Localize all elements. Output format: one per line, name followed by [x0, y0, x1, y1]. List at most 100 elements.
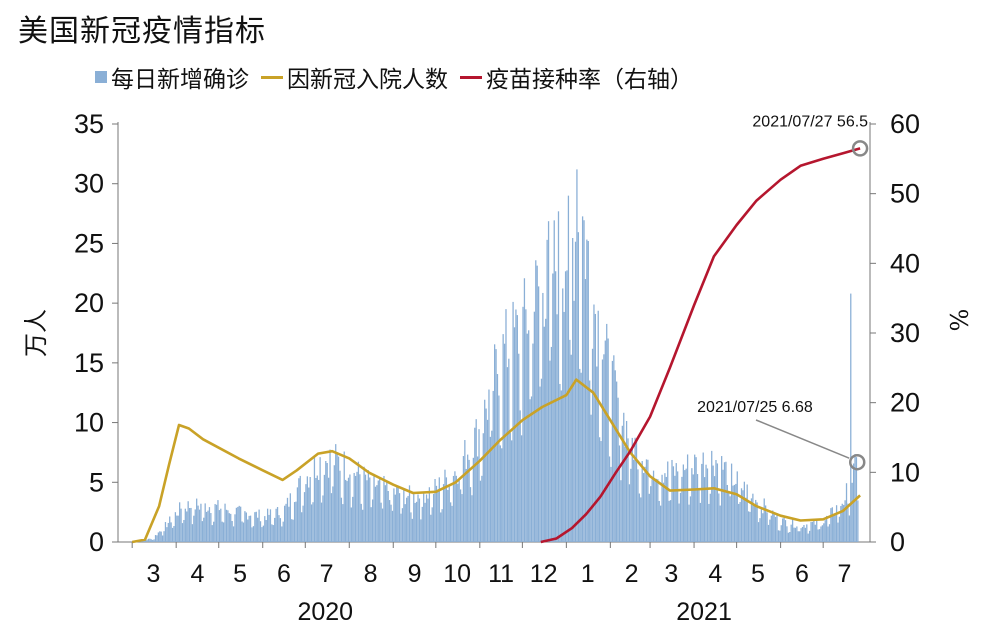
daily-cases-bar	[157, 532, 160, 542]
daily-cases-bar	[345, 479, 347, 542]
daily-cases-bar	[719, 505, 721, 542]
daily-cases-bar	[766, 512, 768, 542]
daily-cases-bar	[519, 410, 521, 542]
daily-cases-bar	[746, 484, 748, 542]
daily-cases-bar	[763, 498, 765, 542]
y-tick-label-left: 35	[74, 109, 104, 139]
daily-cases-bar	[556, 314, 558, 542]
daily-cases-bar	[271, 524, 273, 542]
daily-cases-bar	[854, 454, 856, 542]
daily-cases-bar	[498, 395, 500, 542]
daily-cases-bar	[237, 506, 239, 542]
daily-cases-bar	[830, 508, 832, 542]
daily-cases-bar	[550, 346, 553, 542]
y-tick-label-right: 40	[890, 248, 920, 278]
daily-cases-bar	[847, 503, 849, 542]
legend-item-daily-cases: 每日新增确诊	[95, 60, 249, 94]
daily-cases-bar	[418, 498, 421, 542]
daily-cases-bar	[844, 500, 846, 542]
daily-cases-bar	[799, 531, 801, 542]
x-year-label: 2020	[297, 598, 353, 626]
daily-cases-bar	[709, 493, 711, 542]
daily-cases-bar	[712, 465, 714, 542]
daily-cases-bar	[756, 502, 758, 542]
legend-item-vaccination: 疫苗接种率（右轴）	[460, 60, 693, 94]
daily-cases-bar	[652, 470, 655, 542]
daily-cases-bar	[198, 509, 201, 542]
daily-cases-bar	[774, 516, 777, 542]
daily-cases-bar	[255, 511, 257, 542]
daily-cases-bar	[452, 475, 455, 542]
daily-cases-bar	[616, 381, 618, 542]
daily-cases-bar	[264, 516, 266, 542]
daily-cases-bar	[170, 522, 172, 542]
daily-cases-bar	[146, 539, 148, 542]
daily-cases-bar	[547, 221, 550, 542]
daily-cases-bar	[770, 515, 772, 542]
daily-cases-bar	[706, 468, 709, 542]
daily-cases-bar	[299, 475, 301, 542]
daily-cases-bar	[269, 509, 272, 542]
daily-cases-bar	[803, 525, 805, 542]
daily-cases-bar	[211, 525, 213, 542]
daily-cases-bar	[840, 506, 842, 542]
daily-cases-bar	[268, 514, 270, 542]
daily-cases-bar	[648, 493, 650, 542]
daily-cases-bar	[438, 477, 440, 542]
daily-cases-bar	[509, 432, 511, 542]
daily-cases-bar	[472, 457, 474, 542]
daily-cases-bar	[373, 473, 375, 542]
daily-cases-bar	[607, 338, 609, 542]
daily-cases-bar	[396, 486, 398, 542]
daily-cases-bar	[308, 487, 310, 542]
daily-cases-bar	[743, 481, 745, 542]
daily-cases-bar	[171, 527, 174, 542]
daily-cases-bar	[723, 462, 726, 542]
daily-cases-bar	[401, 508, 404, 542]
legend-swatch-vaccination	[460, 75, 482, 79]
daily-cases-bar	[387, 491, 389, 542]
daily-cases-bar	[671, 459, 673, 542]
daily-cases-bar	[450, 502, 452, 542]
daily-cases-bar	[688, 504, 690, 542]
daily-cases-bar	[347, 477, 350, 542]
daily-cases-bar	[682, 464, 684, 542]
daily-cases-bar	[543, 326, 545, 542]
daily-cases-bar	[320, 502, 323, 542]
daily-cases-bar	[827, 526, 829, 542]
daily-cases-bar	[315, 477, 317, 542]
daily-cases-bar	[702, 452, 704, 542]
daily-cases-bar	[647, 459, 649, 542]
daily-cases-bar	[817, 529, 819, 542]
daily-cases-bar	[618, 445, 621, 542]
y-tick-label-right: 10	[890, 457, 920, 487]
daily-cases-bar	[587, 241, 589, 542]
daily-cases-bar	[672, 466, 675, 542]
x-tick-label: 6	[277, 560, 291, 588]
daily-cases-bar	[462, 456, 465, 542]
daily-cases-bar	[160, 531, 162, 542]
daily-cases-bar	[285, 503, 287, 542]
daily-cases-bar	[204, 503, 206, 542]
daily-cases-bar	[173, 526, 175, 542]
daily-cases-bar	[518, 353, 520, 542]
daily-cases-bar	[176, 515, 178, 542]
daily-cases-bar	[694, 454, 696, 542]
x-tick-label: 6	[795, 560, 809, 588]
daily-cases-bar	[169, 516, 171, 542]
daily-cases-bar	[579, 368, 581, 542]
daily-cases-bar	[197, 505, 199, 542]
daily-cases-bar	[807, 533, 809, 542]
daily-cases-bar	[481, 475, 483, 542]
daily-cases-bar	[721, 456, 723, 542]
daily-cases-bar	[564, 271, 567, 542]
daily-cases-bar	[261, 527, 263, 542]
daily-cases-bar	[310, 504, 313, 542]
daily-cases-bar	[240, 506, 242, 542]
daily-cases-bar	[238, 505, 240, 542]
daily-cases-bar	[303, 492, 306, 542]
daily-cases-bar	[475, 419, 477, 542]
daily-cases-bar	[597, 310, 599, 542]
daily-cases-bar	[306, 476, 308, 542]
